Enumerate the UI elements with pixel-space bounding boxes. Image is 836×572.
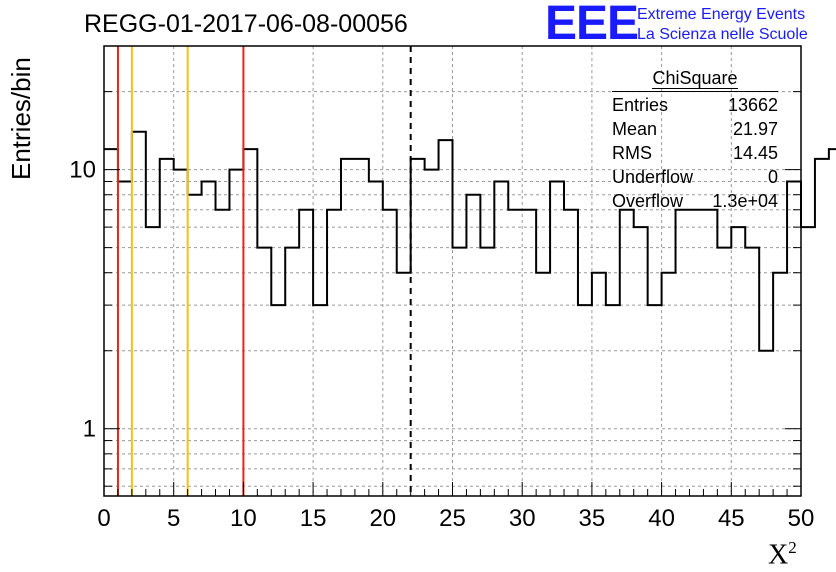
stats-row-underflow: Underflow 0 xyxy=(612,165,778,189)
stats-value: 21.97 xyxy=(732,118,778,139)
stats-value: 14.45 xyxy=(732,142,778,163)
stats-value: 1.3e+04 xyxy=(712,190,778,211)
stats-row-mean: Mean 21.97 xyxy=(612,117,778,141)
x-tick-label: 45 xyxy=(718,505,745,532)
stats-label: Mean xyxy=(612,118,658,139)
stats-label: Underflow xyxy=(612,166,694,187)
y-tick-label: 10 xyxy=(69,157,96,184)
stats-label: RMS xyxy=(612,142,652,163)
y-tick-label: 1 xyxy=(83,416,96,443)
x-tick-label: 35 xyxy=(579,505,606,532)
stats-row-overflow: Overflow 1.3e+04 xyxy=(612,189,778,213)
x-axis-label-base: X xyxy=(768,539,789,571)
x-tick-label: 20 xyxy=(369,505,396,532)
logo-line-1: Extreme Energy Events xyxy=(637,6,806,23)
histogram-series-line xyxy=(104,130,836,352)
eee-logo-mark: EEE xyxy=(545,0,639,50)
stats-label: Entries xyxy=(612,94,669,115)
x-axis-label-superscript: 2 xyxy=(788,538,797,557)
x-tick-label: 30 xyxy=(509,505,536,532)
stats-box-divider xyxy=(612,91,778,92)
chart-title: REGG-01-2017-06-08-00056 xyxy=(84,10,408,38)
x-axis-label: X2 xyxy=(768,538,797,571)
stats-label: Overflow xyxy=(612,190,684,211)
stats-value: 0 xyxy=(767,166,778,187)
x-tick-label: 40 xyxy=(648,505,675,532)
x-tick-label: 5 xyxy=(167,505,180,532)
stats-row-rms: RMS 14.45 xyxy=(612,141,778,165)
logo-line-2: La Scienza nelle Scuole xyxy=(637,26,808,43)
x-tick-label: 25 xyxy=(439,505,466,532)
x-tick-label: 0 xyxy=(97,505,110,532)
x-tick-label: 10 xyxy=(230,505,257,532)
x-tick-label: 50 xyxy=(788,505,815,532)
y-axis-label: Entries/bin xyxy=(6,57,36,180)
stats-box-title: ChiSquare xyxy=(652,68,738,89)
stats-box: ChiSquare Entries 13662 Mean 21.97 RMS 14.4… xyxy=(612,68,778,213)
stats-row-entries: Entries 13662 xyxy=(612,93,778,117)
stats-value: 13662 xyxy=(727,94,778,115)
x-tick-label: 15 xyxy=(300,505,327,532)
